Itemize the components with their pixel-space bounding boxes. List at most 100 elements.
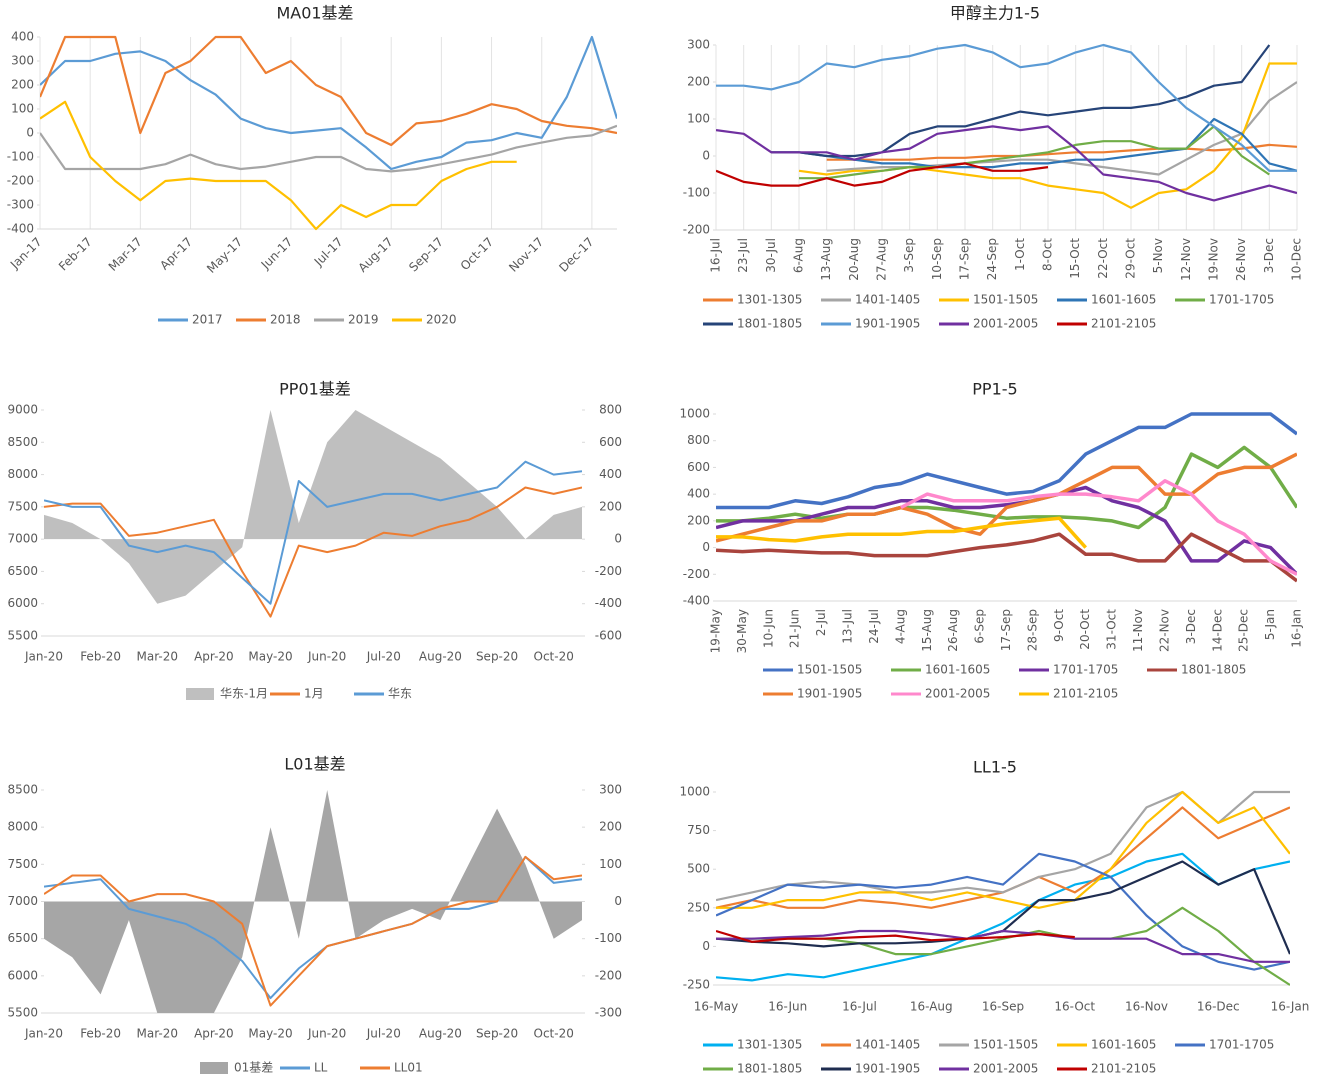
line — [716, 412, 1297, 510]
x-tick-label: 27-Aug — [875, 238, 889, 281]
x-tick-label: 6-Sep — [973, 609, 987, 644]
x-tick-label: 24-Sep — [985, 238, 999, 280]
x-tick-label: 10-Dec — [1290, 238, 1304, 281]
legend-label: 1301-1305 — [737, 1038, 802, 1052]
x-tick-label: Jan-20 — [24, 650, 63, 664]
x-tick-label: 10-Jun — [761, 609, 775, 648]
x-tick-label: Jul-20 — [366, 1027, 401, 1041]
x-tick-label: Oct-17 — [458, 235, 496, 273]
y2-tick-label: -100 — [595, 931, 622, 945]
chart-title: MA01基差 — [276, 4, 353, 23]
line — [716, 516, 1088, 549]
y-tick-label: 6500 — [7, 931, 38, 945]
y-tick-label: 1000 — [679, 785, 710, 799]
legend-label: 1701-1705 — [1209, 1038, 1274, 1052]
legend-label: 1801-1805 — [737, 1062, 802, 1076]
y2-tick-label: -400 — [595, 596, 622, 610]
y-tick-label: 9000 — [7, 403, 38, 417]
y-tick-label: 100 — [687, 112, 710, 126]
y-tick-label: 200 — [687, 75, 710, 89]
line — [771, 117, 1297, 172]
x-tick-label: 20-Oct — [1078, 609, 1092, 650]
plot — [716, 43, 1297, 209]
x-tick-label: Aug-20 — [419, 1027, 462, 1041]
x-tick-label: 28-Sep — [1025, 609, 1039, 651]
y-tick-label: 8500 — [7, 435, 38, 449]
y-tick-label: 400 — [11, 30, 34, 44]
y-tick-label: -200 — [683, 223, 710, 237]
legend-label: 2101-2105 — [1053, 687, 1118, 701]
legend-label: 1501-1505 — [797, 663, 862, 677]
line — [716, 452, 1297, 543]
y2-tick-label: 100 — [599, 857, 622, 871]
y-tick-label: -300 — [7, 198, 34, 212]
x-tick-label: Jun-17 — [258, 235, 296, 273]
line — [716, 906, 1290, 986]
x-tick-label: 3-Dec — [1184, 609, 1198, 644]
legend-label: 1701-1705 — [1209, 293, 1274, 307]
y-tick-label: 6500 — [7, 564, 38, 578]
plot — [44, 790, 582, 1013]
legend-label: 1401-1405 — [855, 1038, 920, 1052]
line — [40, 100, 517, 231]
x-tick-label: 1-Oct — [1013, 238, 1027, 271]
legend-label: 1901-1905 — [855, 317, 920, 331]
y-tick-label: 7000 — [7, 532, 38, 546]
legend-label: 2020 — [426, 313, 457, 327]
x-tick-label: 29-Oct — [1124, 238, 1138, 279]
legend-label: 2018 — [270, 313, 301, 327]
x-tick-label: 19-May — [709, 609, 723, 653]
y2-tick-label: 400 — [599, 467, 622, 481]
line — [799, 125, 1270, 180]
legend-label: 1601-1605 — [1091, 293, 1156, 307]
line — [44, 460, 582, 605]
x-tick-label: Aug-17 — [355, 235, 395, 275]
x-tick-label: May-17 — [204, 235, 245, 276]
x-tick-label: Apr-17 — [157, 235, 195, 273]
x-tick-label: 17-Sep — [958, 238, 972, 280]
y-tick-label: 300 — [687, 38, 710, 52]
legend-label: 1901-1905 — [855, 1062, 920, 1076]
legend-label: 2017 — [192, 313, 223, 327]
x-tick-label: Jul-20 — [366, 650, 401, 664]
y-tick-label: 0 — [702, 939, 710, 953]
x-tick-label: 13-Aug — [819, 238, 833, 281]
y-tick-label: 250 — [687, 900, 710, 914]
x-tick-label: 26-Nov — [1234, 238, 1248, 281]
line — [716, 125, 1297, 202]
legend-label: 01基差 — [234, 1061, 273, 1075]
legend-swatch — [186, 688, 214, 700]
x-tick-label: Apr-20 — [194, 650, 234, 664]
line — [40, 35, 617, 147]
y-tick-label: 7500 — [7, 857, 38, 871]
legend-label: 1501-1505 — [973, 293, 1038, 307]
y-tick-label: 800 — [687, 433, 710, 447]
x-tick-label: Sep-20 — [476, 1027, 518, 1041]
y-tick-label: 200 — [11, 78, 34, 92]
x-tick-label: 14-Dec — [1210, 609, 1224, 652]
x-tick-label: 30-Jul — [764, 238, 778, 273]
x-tick-label: Oct-20 — [534, 1027, 574, 1041]
x-tick-label: 5-Jan — [1263, 609, 1277, 640]
chart-title: PP01基差 — [279, 380, 351, 399]
y-tick-label: 6000 — [7, 968, 38, 982]
x-tick-label: 22-Oct — [1096, 238, 1110, 279]
line — [716, 852, 1290, 971]
x-tick-label: 6-Aug — [792, 238, 806, 273]
x-tick-label: 16-Jan — [1290, 609, 1304, 648]
y2-tick-label: 0 — [614, 532, 622, 546]
x-tick-label: Jun-20 — [307, 1027, 346, 1041]
legend-label: 1601-1605 — [925, 663, 990, 677]
plot — [40, 35, 617, 231]
x-tick-label: 16-Jun — [768, 1000, 807, 1014]
y2-tick-label: 300 — [599, 783, 622, 797]
y-tick-label: 500 — [687, 862, 710, 876]
y2-tick-label: 600 — [599, 435, 622, 449]
y-tick-label: 7500 — [7, 499, 38, 513]
x-tick-label: 3-Sep — [902, 238, 916, 273]
x-tick-label: 16-Nov — [1125, 1000, 1168, 1014]
line — [716, 485, 1297, 576]
y-tick-label: 750 — [687, 823, 710, 837]
legend-label: 1701-1705 — [1053, 663, 1118, 677]
x-tick-label: Feb-17 — [56, 235, 95, 274]
